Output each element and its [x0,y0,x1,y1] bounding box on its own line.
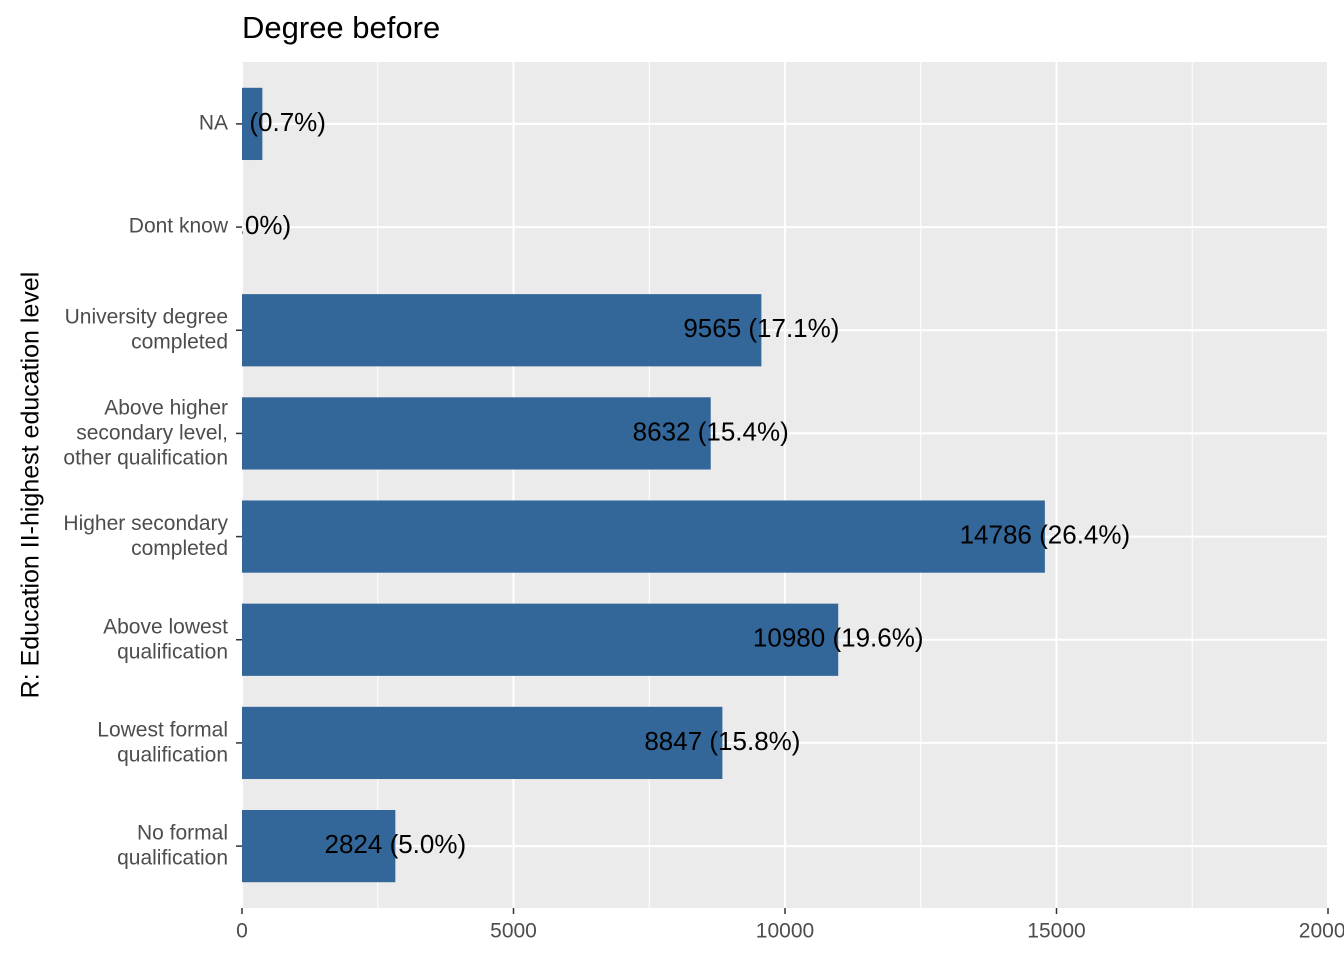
bar [242,706,723,780]
chart-title: Degree before [242,10,440,45]
bar [242,87,263,161]
y-tick-label: Above lowest qualification [103,615,228,663]
value-label: 14786 (26.4%) [960,519,1131,549]
x-tick-label: 0 [236,920,248,943]
panel-content: 2824 (5.0%) 8847 (15.8%) 10980 (19.6%) 1478… [193,87,1328,883]
y-tick-label: Dont know [129,215,229,238]
y-tick-label: No formal qualification [117,821,228,869]
value-label: 0 (0.0%) [193,210,291,240]
bar [242,603,839,676]
value-label: 9565 (17.1%) [683,313,839,343]
value-label: 2824 (5.0%) [325,829,467,859]
y-tick-label: Lowest formal qualification [97,718,228,766]
bar [242,397,711,470]
x-tick-label: 15000 [1027,920,1085,943]
value-label: 10980 (19.6%) [753,623,924,653]
bar [242,294,762,367]
y-tick-label: NA [199,111,228,134]
y-tick-label: Higher secondary completed [63,512,228,560]
y-tick-label: University degree completed [65,305,228,353]
value-label: 8632 (15.4%) [633,416,789,446]
value-label: 375 (0.7%) [199,107,326,137]
y-axis-title: R: Education II-highest education level [17,272,45,699]
x-tick-label: 5000 [490,920,537,943]
value-label: 8847 (15.8%) [644,726,800,756]
bar [242,809,396,883]
bar [242,500,1045,573]
y-tick-label: Above higher secondary level, other qualif… [63,396,228,469]
x-tick-label: 10000 [756,920,814,943]
x-tick-label: 20000 [1299,920,1344,943]
